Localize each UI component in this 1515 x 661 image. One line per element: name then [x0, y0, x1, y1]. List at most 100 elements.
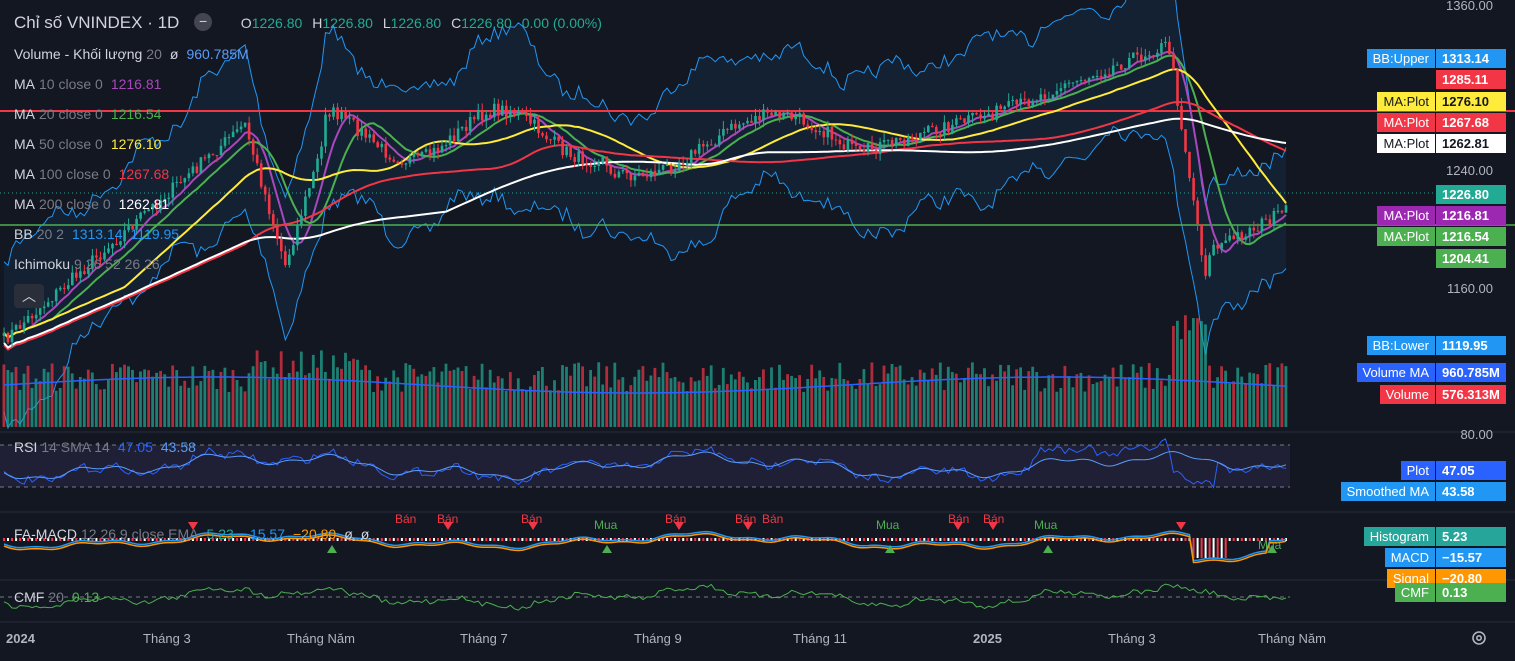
- volume-bar: [746, 382, 749, 427]
- legend-macd[interactable]: FA-MACD 12 26 9 close EMA 5.23 −15.57 −20.80…: [14, 526, 370, 542]
- volume-bar: [143, 369, 146, 427]
- candle-body: [625, 170, 629, 174]
- candle-body: [1132, 52, 1135, 58]
- x-axis-label: 2024: [6, 631, 35, 646]
- candle-body: [444, 145, 448, 147]
- macd-histogram-bar: [167, 538, 170, 541]
- collapse-up-button[interactable]: ︿: [14, 284, 44, 308]
- candle-body: [336, 107, 339, 120]
- candle-body: [167, 197, 171, 200]
- candle-body: [10, 329, 14, 343]
- candle-body: [400, 163, 404, 165]
- macd-histogram-bar: [35, 538, 38, 541]
- macd-histogram-bar: [1059, 538, 1062, 541]
- legend-volume-kh-i-l-ng-0[interactable]: Volume - Khối lượng 20 ø 960.785M: [14, 46, 249, 62]
- settings-gear-icon[interactable]: [1470, 629, 1488, 647]
- volume-bar: [103, 389, 106, 427]
- macd-histogram-bar: [228, 538, 230, 541]
- candle-body: [617, 171, 621, 178]
- macd-histogram-bar: [670, 538, 673, 541]
- volume-bar: [999, 364, 1002, 427]
- candle-body: [22, 322, 26, 329]
- volume-bar: [316, 367, 319, 427]
- candle-body: [505, 105, 508, 118]
- legend-ma-5[interactable]: MA 200 close 0 1262.81: [14, 196, 170, 212]
- macd-histogram-bar: [19, 538, 22, 541]
- volume-bar: [275, 373, 279, 427]
- legend-cmf[interactable]: CMF 20 0.13: [14, 589, 100, 605]
- candle-body: [1103, 74, 1107, 77]
- volume-bar: [348, 361, 351, 427]
- candle-body: [826, 126, 830, 138]
- volume-bar: [66, 366, 70, 427]
- sell-signal-label: Bán: [521, 512, 543, 526]
- candle-body: [1035, 100, 1039, 103]
- volume-bar: [697, 380, 701, 427]
- candle-body: [1208, 255, 1211, 276]
- candle-body: [778, 110, 781, 119]
- volume-bar: [388, 381, 392, 427]
- candle-body: [312, 171, 315, 189]
- legend-bb-6[interactable]: BB 20 2 1313.14 1119.95: [14, 226, 180, 242]
- candle-body: [272, 214, 275, 225]
- volume-bar: [1172, 325, 1175, 427]
- volume-bar: [533, 375, 536, 427]
- legend-ichimoku-7[interactable]: Ichimoku 9 26 52 26 26: [14, 256, 160, 272]
- volume-bar: [573, 363, 576, 427]
- macd-histogram-bar: [754, 538, 757, 541]
- candle-body: [199, 157, 203, 173]
- candle-body: [537, 119, 540, 134]
- candle-body: [1148, 55, 1151, 57]
- macd-histogram-bar: [425, 538, 427, 541]
- candle-body: [1099, 76, 1103, 77]
- candle-body: [730, 123, 733, 130]
- candle-body: [838, 139, 842, 145]
- legend-ma-4[interactable]: MA 100 close 0 1267.68: [14, 166, 170, 182]
- candle-body: [396, 161, 400, 164]
- candle-body: [846, 140, 850, 150]
- macd-histogram-bar: [63, 538, 66, 541]
- candle-body: [549, 139, 552, 141]
- price-tag-label: MA:Plot: [1377, 92, 1435, 111]
- legend-ma-2[interactable]: MA 20 close 0 1216.54: [14, 106, 162, 122]
- candle-body: [1272, 211, 1276, 226]
- candle-body: [525, 113, 528, 116]
- volume-bar: [975, 373, 978, 427]
- volume-bar: [866, 383, 870, 427]
- legend-rsi[interactable]: RSI 14 SMA 14 47.05 43.58: [14, 439, 196, 455]
- candle-body: [127, 226, 130, 231]
- candle-body: [1240, 232, 1244, 240]
- volume-bar: [838, 362, 842, 427]
- volume-bar: [822, 377, 826, 427]
- macd-histogram-bar: [951, 538, 954, 541]
- macd-histogram-bar: [975, 538, 978, 541]
- macd-histogram-bar: [794, 538, 797, 541]
- candle-body: [300, 215, 303, 225]
- candle-body: [428, 149, 432, 156]
- candle-body: [943, 122, 946, 135]
- candle-body: [1003, 106, 1006, 110]
- volume-bar: [524, 390, 528, 427]
- volume-bar: [416, 376, 420, 427]
- candle-body: [448, 135, 452, 146]
- macd-histogram-bar: [1192, 538, 1195, 558]
- macd-histogram-bar: [710, 538, 713, 541]
- volume-bar: [681, 382, 685, 427]
- volume-bar: [295, 371, 299, 427]
- volume-bar: [798, 375, 801, 427]
- candle-body: [143, 211, 146, 213]
- volume-bar: [1147, 363, 1151, 427]
- macd-histogram-bar: [517, 538, 520, 541]
- macd-histogram-bar: [159, 538, 162, 541]
- volume-bar: [1079, 372, 1083, 427]
- price-tag-value: 1216.81: [1436, 206, 1506, 225]
- collapse-legend-button[interactable]: −: [194, 13, 213, 31]
- volume-bar: [601, 384, 605, 427]
- macd-histogram-bar: [469, 538, 472, 541]
- candle-body: [923, 132, 926, 133]
- candle-body: [1152, 55, 1155, 57]
- legend-ma-1[interactable]: MA 10 close 0 1216.81: [14, 76, 162, 92]
- volume-bar: [424, 375, 428, 427]
- legend-ma-3[interactable]: MA 50 close 0 1276.10: [14, 136, 162, 152]
